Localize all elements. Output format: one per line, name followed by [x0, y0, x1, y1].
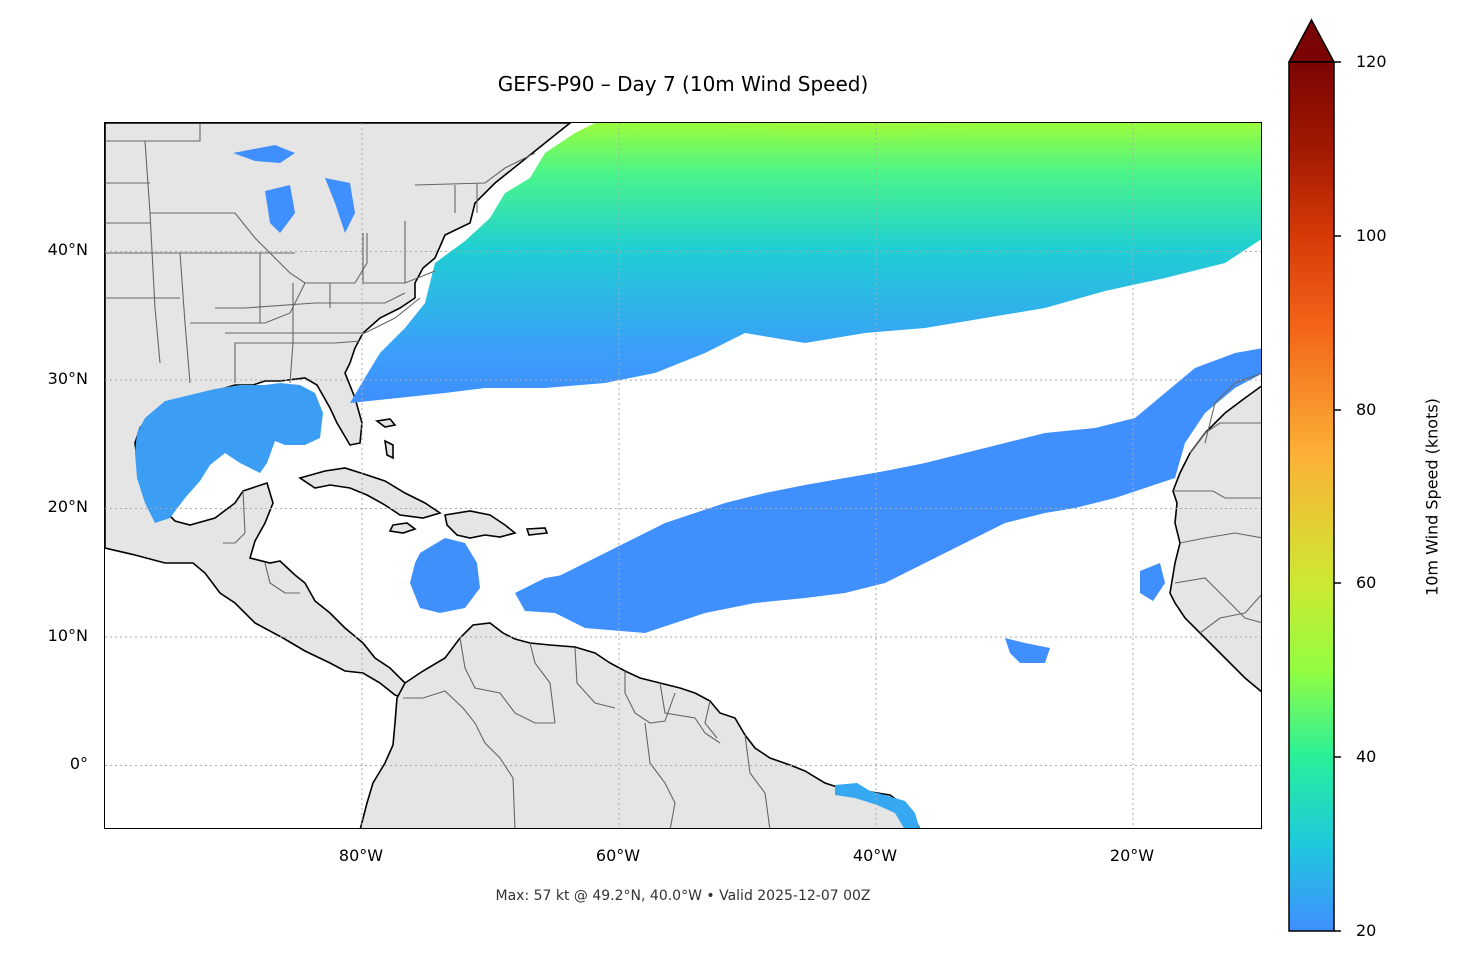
colorbar-tick-20: 20 [1356, 921, 1377, 940]
wind-trade-belt [555, 348, 1261, 633]
wind-max-core [665, 123, 1025, 218]
wind-west-africa-patch [1140, 563, 1165, 601]
colorbar-tick-60: 60 [1356, 573, 1377, 592]
colorbar-label: 10m Wind Speed (knots) [1422, 398, 1442, 596]
wind-gulf-of-mexico [135, 383, 323, 523]
borders-layer [105, 123, 1261, 828]
wind-caribbean-east [515, 573, 625, 618]
hispaniola-island [444, 510, 517, 539]
colorbar-tick-40: 40 [1356, 747, 1377, 766]
colorbar-tick-120: 120 [1356, 52, 1387, 71]
y-tick-30n: 30°N [47, 369, 88, 388]
figure-title: GEFS-P90 – Day 7 (10m Wind Speed) [497, 72, 869, 96]
gridlines [105, 123, 1261, 828]
map-canvas [105, 123, 1261, 828]
north-america-land [105, 123, 572, 699]
y-tick-10n: 10°N [47, 626, 88, 645]
land-layer [105, 123, 1261, 828]
y-tick-0: 0° [69, 754, 88, 773]
bahamas-island [374, 418, 397, 428]
colorbar-extend-arrow [1287, 18, 1336, 63]
wind-field-layer [135, 123, 1261, 828]
figure-caption: Max: 57 kt @ 49.2°N, 40.0°W • Valid 2025… [495, 888, 871, 904]
y-tick-20n: 20°N [47, 497, 88, 516]
colorbar [1287, 18, 1341, 932]
cuba-island [298, 467, 442, 519]
colorbar-tick-80: 80 [1356, 400, 1377, 419]
wind-equatorial-patch [1005, 638, 1050, 663]
colorbar-tick-100: 100 [1356, 226, 1387, 245]
x-tick-20w: 20°W [1109, 846, 1155, 865]
jamaica-island [388, 522, 417, 534]
bahamas-island [383, 439, 394, 460]
map-panel [104, 122, 1262, 829]
x-tick-40w: 40°W [852, 846, 898, 865]
wind-caribbean [410, 538, 480, 613]
x-tick-60w: 60°W [595, 846, 641, 865]
wind-brazil-coast [835, 783, 920, 828]
puerto-rico-island [525, 527, 549, 536]
colorbar-gradient [1288, 61, 1335, 932]
wind-north-atlantic-band [350, 123, 1261, 403]
x-tick-80w: 80°W [338, 846, 384, 865]
y-tick-40n: 40°N [47, 240, 88, 259]
south-america-land [359, 622, 921, 828]
wind-great-lakes [233, 145, 355, 233]
